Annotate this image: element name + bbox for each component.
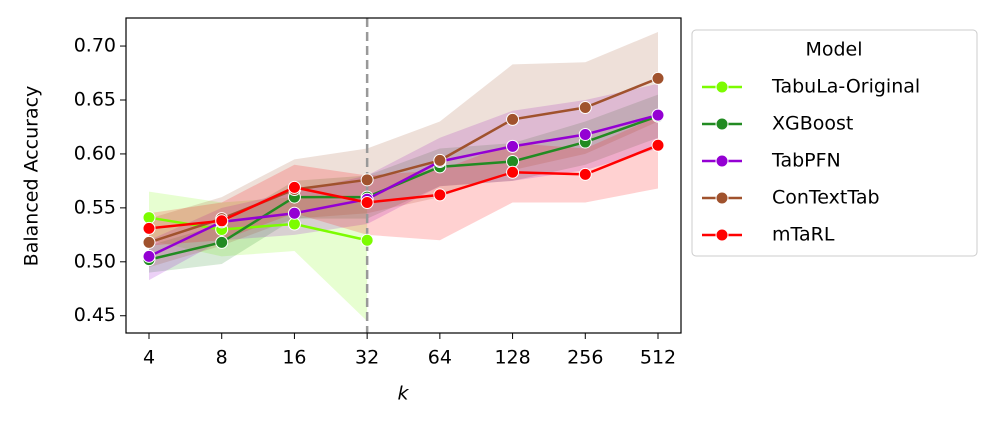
marker xyxy=(142,235,156,249)
y-tick-label: 0.45 xyxy=(74,304,116,326)
x-tick-label: 16 xyxy=(282,347,306,369)
marker xyxy=(287,217,301,231)
marker xyxy=(215,214,229,228)
marker xyxy=(651,71,665,85)
series-line xyxy=(148,114,659,261)
legend-marker xyxy=(715,154,729,168)
marker xyxy=(651,108,665,122)
legend-title: Model xyxy=(805,39,862,61)
legend-marker xyxy=(715,191,729,205)
plot-frame xyxy=(125,17,682,334)
legend-label: XGBoost xyxy=(772,113,853,135)
legend-label: mTaRL xyxy=(772,224,835,246)
marker xyxy=(651,138,665,152)
x-tick-label: 4 xyxy=(143,347,155,369)
x-tick-label: 32 xyxy=(355,347,379,369)
legend-marker xyxy=(715,228,729,242)
legend-label: TabPFN xyxy=(771,150,841,172)
x-tick-label: 64 xyxy=(428,347,452,369)
marker xyxy=(433,188,447,202)
marker xyxy=(506,112,520,126)
y-axis-label: Balanced Accuracy xyxy=(21,86,43,267)
marker xyxy=(578,167,592,181)
marker xyxy=(506,154,520,168)
marker xyxy=(360,233,374,247)
marker xyxy=(506,165,520,179)
y-tick-label: 0.60 xyxy=(74,142,116,164)
legend-label: ConTextTab xyxy=(772,187,880,209)
series-line xyxy=(148,144,659,230)
x-tick-label: 512 xyxy=(640,347,676,369)
y-tick-label: 0.70 xyxy=(74,35,116,57)
x-tick-label: 8 xyxy=(216,347,228,369)
marker xyxy=(360,195,374,209)
x-axis-label: k xyxy=(397,383,409,405)
legend-box xyxy=(691,29,978,257)
series-line xyxy=(148,77,659,244)
marker xyxy=(578,128,592,142)
marker xyxy=(506,139,520,153)
marker xyxy=(142,249,156,263)
x-tick-label: 128 xyxy=(494,347,530,369)
marker xyxy=(433,153,447,167)
marker xyxy=(142,211,156,225)
legend-marker xyxy=(715,117,729,131)
marker xyxy=(142,221,156,235)
x-tick-label: 256 xyxy=(567,347,603,369)
marker xyxy=(360,173,374,187)
marker xyxy=(287,206,301,220)
legend-marker xyxy=(715,80,729,94)
marker xyxy=(578,101,592,115)
marker xyxy=(215,235,229,249)
marker xyxy=(287,180,301,194)
series-line xyxy=(148,113,659,258)
legend-label: TabuLa-Original xyxy=(771,76,920,98)
y-tick-label: 0.55 xyxy=(74,196,116,218)
confidence-band xyxy=(149,94,658,273)
y-tick-label: 0.50 xyxy=(74,250,116,272)
y-tick-label: 0.65 xyxy=(74,88,116,110)
